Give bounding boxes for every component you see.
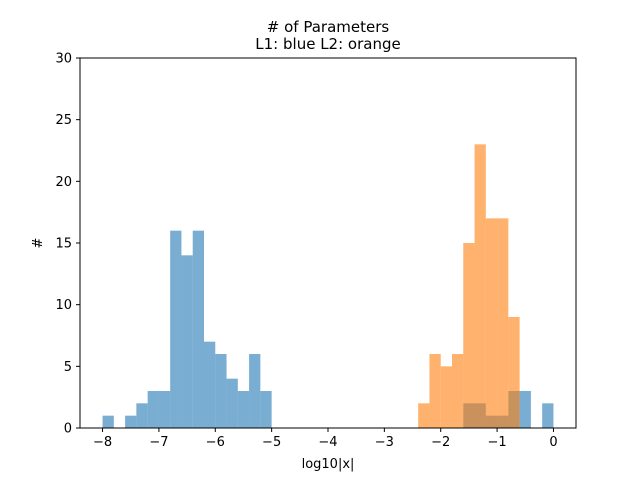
histogram-bar-series-1 [260,391,272,428]
chart-title: # of Parameters [267,18,390,36]
histogram-bar-series-2 [452,354,464,428]
y-tick-label: 10 [55,298,72,313]
histogram-bar-series-1 [102,415,114,428]
histogram-bar-series-1 [204,341,216,428]
y-tick-label: 5 [64,360,72,375]
histogram-bar-series-1 [519,391,531,428]
histogram-bar-series-1 [249,354,261,428]
histogram-bar-series-1 [158,391,171,428]
x-tick-label: −3 [375,435,394,450]
histogram-bar-series-1 [181,255,193,428]
histogram-bar-series-2 [508,317,520,428]
histogram-bar-series-1 [542,403,554,428]
x-tick-label: −4 [318,435,337,450]
y-tick-label: 25 [55,113,72,128]
histogram-bar-series-2 [440,366,452,428]
histogram-bar-series-2 [485,218,498,428]
histogram-bar-series-1 [237,391,250,428]
y-tick-label: 15 [55,237,72,252]
x-axis-label: log10|x| [302,457,355,472]
x-tick-label: −2 [431,435,450,450]
histogram-bar-series-1 [215,354,227,428]
plot-frame [79,57,577,429]
histogram-bar-series-2 [429,354,441,428]
bars-group [102,144,554,428]
histogram-bar-series-2 [418,403,430,428]
x-tick-label: −8 [93,435,112,450]
x-tick-label: −6 [206,435,225,450]
x-tick-label: 0 [549,435,557,450]
y-axis-ticks: 0 5 10 15 20 25 30 [55,52,80,437]
y-tick-label: 20 [55,175,72,190]
x-tick-label: −7 [149,435,168,450]
histogram-bar-series-1 [136,403,148,428]
histogram-bar-series-2 [463,243,475,428]
histogram-bar-series-1 [147,391,159,428]
chart-subtitle: L1: blue L2: orange [255,35,400,53]
histogram-bar-series-2 [497,218,509,428]
histogram-bar-series-1 [125,415,137,428]
x-tick-label: −5 [262,435,281,450]
y-tick-label: 30 [55,52,72,67]
x-tick-label: −1 [488,435,507,450]
y-axis-label: # [31,238,46,249]
y-tick-label: 0 [64,422,72,437]
histogram-bar-series-2 [474,144,486,428]
histogram-bar-series-1 [170,230,182,428]
histogram-bar-series-1 [192,230,204,428]
x-axis-ticks: −8 −7 −6 −5 −4 −3 −2 −1 0 [93,428,558,450]
histogram-bar-series-1 [226,378,238,428]
